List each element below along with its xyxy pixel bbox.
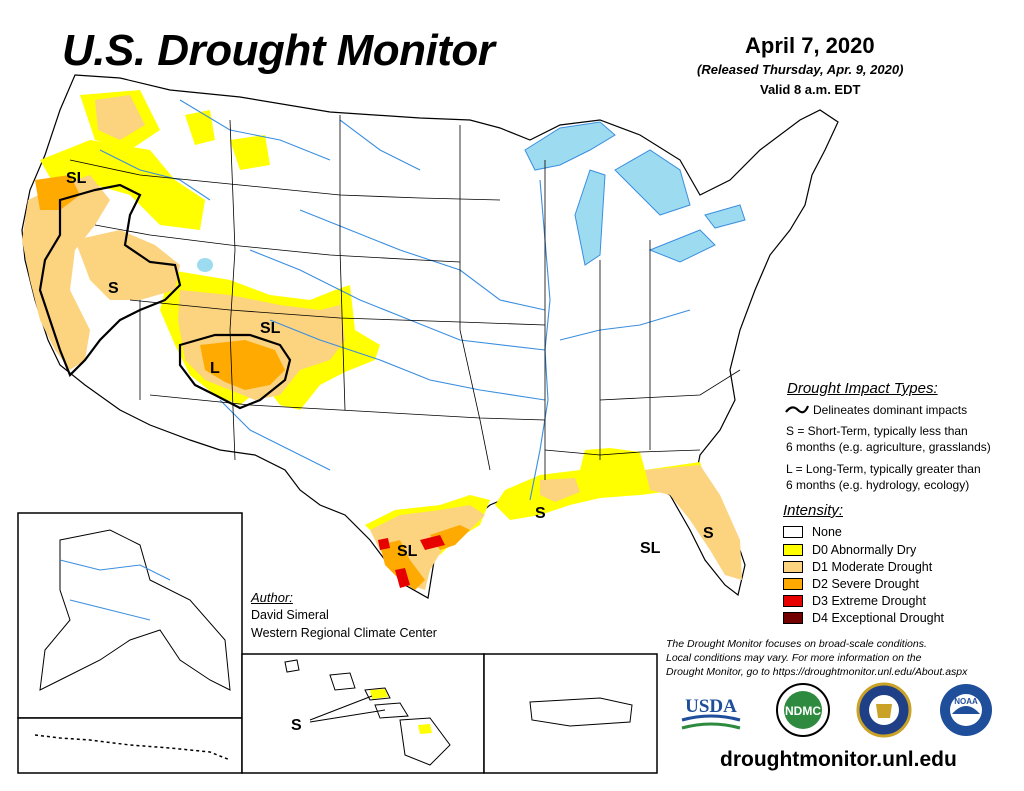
impact-short-term-2: 6 months (e.g. agriculture, grasslands) <box>786 440 991 454</box>
legend-swatch <box>783 578 803 590</box>
legend-label: D3 Extreme Drought <box>812 594 926 608</box>
author-org: Western Regional Climate Center <box>251 626 437 640</box>
note-line-2: Local conditions may vary. For more info… <box>666 652 922 664</box>
impact-short-term-1: S = Short-Term, typically less than <box>786 424 968 438</box>
legend-label: D0 Abnormally Dry <box>812 543 917 557</box>
label-sl-florida-panhandle: SL <box>640 540 661 557</box>
hawaii-pointer-2 <box>309 709 386 723</box>
website-url[interactable]: droughtmonitor.unl.edu <box>720 748 957 771</box>
alaska-rivers <box>59 559 171 621</box>
legend-d3: D3 Extreme Drought <box>783 593 926 609</box>
great-salt-lake <box>197 258 213 272</box>
usda-text: USDA <box>685 696 737 717</box>
impact-line-sample <box>785 405 810 414</box>
usda-logo: USDA <box>680 688 742 736</box>
impact-types-title: Drought Impact Types: <box>787 380 938 397</box>
impact-delineates: Delineates dominant impacts <box>813 403 968 417</box>
note-line-1: The Drought Monitor focuses on broad-sca… <box>666 638 927 650</box>
legend-swatch <box>783 526 803 538</box>
legend-none: None <box>783 524 842 540</box>
note-line-3: Drought Monitor, go to https://droughtmo… <box>666 666 968 678</box>
legend-label: D2 Severe Drought <box>812 577 920 591</box>
noaa-text: NOAA <box>954 697 978 706</box>
hawaii-drought <box>370 689 432 734</box>
label-s-florida: S <box>703 525 714 542</box>
release-date: (Released Thursday, Apr. 9, 2020) <box>697 62 904 77</box>
puerto-rico-shape <box>529 697 633 727</box>
d3-areas <box>378 535 445 588</box>
ndmc-logo: NDMC <box>776 683 830 737</box>
page-title: U.S. Drought Monitor <box>62 26 495 75</box>
impact-long-term-2: 6 months (e.g. hydrology, ecology) <box>786 478 970 492</box>
legend-swatch <box>783 595 803 607</box>
valid-time: Valid 8 a.m. EDT <box>760 82 861 97</box>
great-lakes <box>524 121 746 266</box>
author-name: David Simeral <box>251 608 329 622</box>
alaska-shape <box>39 529 231 691</box>
noaa-logo: NOAA <box>940 684 992 736</box>
legend-label: None <box>812 525 842 539</box>
intensity-title: Intensity: <box>783 502 844 519</box>
legend-label: D1 Moderate Drought <box>812 560 933 574</box>
legend-swatch <box>783 561 803 573</box>
legend-d1: D1 Moderate Drought <box>783 559 932 575</box>
impact-long-term-1: L = Long-Term, typically greater than <box>786 462 981 476</box>
legend-d4: D4 Exceptional Drought <box>783 610 944 626</box>
info-note: The Drought Monitor focuses on broad-sca… <box>666 637 996 679</box>
label-s-gulf: S <box>535 505 546 522</box>
commerce-logo <box>856 682 912 738</box>
label-sl-northwest: SL <box>66 170 87 187</box>
legend-d0: D0 Abnormally Dry <box>783 542 916 558</box>
label-s-nevada: S <box>108 280 119 297</box>
aleutian-islands <box>34 734 231 761</box>
legend-swatch <box>783 612 803 624</box>
label-l-southwest: L <box>210 360 220 377</box>
aleutians-inset <box>17 717 243 774</box>
legend-label: D4 Exceptional Drought <box>812 611 945 625</box>
label-sl-texas: SL <box>397 543 418 560</box>
legend-d2: D2 Severe Drought <box>783 576 919 592</box>
ndmc-text: NDMC <box>785 704 821 718</box>
author-title: Author: <box>251 590 293 605</box>
map-date: April 7, 2020 <box>745 33 875 58</box>
hawaii-pointer-1 <box>309 695 373 721</box>
state-borders <box>69 115 741 480</box>
label-sl-colorado: SL <box>260 320 281 337</box>
label-s-hawaii: S <box>291 717 302 734</box>
impact-boundaries <box>38 183 292 410</box>
d2-areas <box>35 175 470 590</box>
legend-swatch <box>783 544 803 556</box>
